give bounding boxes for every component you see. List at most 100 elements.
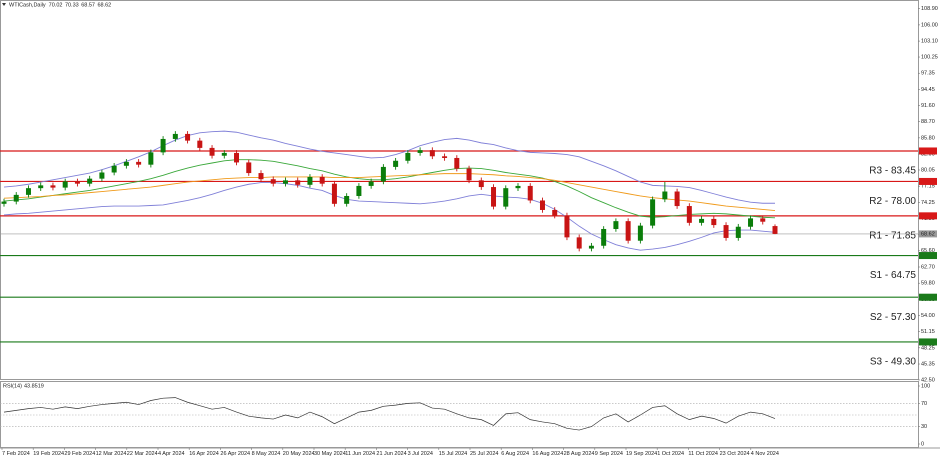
x-tick-label: 8 May 2024: [252, 451, 281, 457]
x-tick-label: 3 Jul 2024: [408, 451, 433, 457]
last-price-label: 68.62: [921, 231, 935, 237]
candle-body: [172, 133, 178, 139]
candle-body: [699, 218, 705, 223]
candle-body: [246, 162, 252, 174]
candle-body: [221, 152, 227, 156]
y-tick-label: 82.90: [921, 152, 935, 158]
candle-body: [760, 218, 766, 222]
candle-body: [344, 195, 350, 204]
level-badge: [919, 252, 937, 260]
rsi-value: 43.8519: [24, 383, 44, 389]
candle-body: [429, 150, 435, 157]
candle-body: [307, 176, 313, 185]
candle-body: [160, 138, 166, 153]
x-tick-label: 25 Jul 2024: [470, 451, 498, 457]
candle-body: [503, 188, 509, 207]
x-tick-label: 16 Apr 2024: [189, 451, 219, 457]
x-tick-label: 28 Aug 2024: [564, 451, 595, 457]
y-tick-label: 51.15: [921, 329, 935, 335]
y-tick-label: 42.50: [921, 377, 935, 383]
candle-body: [735, 226, 741, 238]
level-badge: [919, 212, 937, 220]
overlay-line: [3, 182, 776, 251]
header-value: 68.62: [97, 2, 111, 8]
candle-body: [539, 200, 545, 210]
candle-body: [588, 245, 594, 249]
candle-body: [295, 180, 301, 185]
x-tick-label: 4 Apr 2024: [158, 451, 185, 457]
level-label: R2 - 78.00: [869, 196, 916, 207]
x-tick-label: 11 Oct 2024: [688, 451, 718, 457]
x-tick-label: 16 Aug 2024: [532, 451, 563, 457]
candle-body: [38, 185, 44, 189]
rsi-line: [3, 397, 776, 431]
y-tick-label: 74.25: [921, 200, 935, 206]
candle-body: [87, 178, 93, 184]
candle-body: [417, 150, 423, 153]
rsi-y-tick-label: 70: [921, 401, 927, 407]
y-tick-label: 97.35: [921, 71, 935, 77]
x-tick-label: 15 Jul 2024: [439, 451, 467, 457]
candle-body: [454, 157, 460, 169]
x-tick-label: 29 Feb 2024: [64, 451, 95, 457]
y-tick-label: 77.15: [921, 184, 935, 190]
candle-body: [613, 221, 619, 229]
candle-body: [686, 206, 692, 223]
candle-body: [552, 209, 558, 216]
x-tick-label: 22 Mar 2024: [127, 451, 158, 457]
candle-body: [136, 161, 142, 165]
candle-body: [442, 156, 448, 158]
level-label: S2 - 57.30: [870, 312, 917, 323]
candle-body: [478, 180, 484, 188]
candle-body: [197, 140, 203, 148]
candle-body: [564, 215, 570, 238]
candle-body: [380, 166, 386, 182]
candle-body: [319, 176, 325, 184]
x-tick-label: 20 May 2024: [283, 451, 315, 457]
main-frame: [0, 0, 919, 380]
last-price-badge: [919, 230, 937, 238]
rsi-y-tick-label: 30: [921, 424, 927, 430]
level-badge: [919, 147, 937, 155]
candle-body: [393, 160, 399, 167]
candle-body: [466, 168, 472, 181]
candle-body: [13, 194, 19, 202]
candle-body: [50, 185, 56, 188]
level-badge: [919, 293, 937, 301]
candle-body: [123, 161, 129, 166]
y-tick-label: 100.25: [921, 54, 938, 60]
candle-body: [99, 172, 105, 179]
x-tick-label: 30 May 2024: [314, 451, 346, 457]
candle-body: [148, 152, 154, 165]
level-label: S1 - 64.75: [870, 270, 917, 281]
candle-body: [185, 133, 191, 141]
x-tick-label: 23 Oct 2024: [720, 451, 750, 457]
candle-body: [62, 181, 68, 188]
level-label: R1 - 71.85: [869, 230, 916, 241]
x-tick-label: 12 Mar 2024: [96, 451, 127, 457]
rsi-y-tick-label: 100: [921, 383, 930, 389]
candle-body: [650, 199, 656, 226]
candle-body: [772, 226, 778, 234]
x-tick-label: 19 Sep 2024: [626, 451, 657, 457]
x-tick-label: 9 Sep 2024: [595, 451, 623, 457]
y-tick-label: 106.00: [921, 22, 938, 28]
candle-body: [405, 152, 411, 161]
candle-body: [74, 181, 80, 184]
x-tick-label: 11 Jun 2024: [345, 451, 375, 457]
candle-body: [25, 188, 31, 195]
x-tick-label: 1 Oct 2024: [657, 451, 684, 457]
candle-body: [331, 183, 337, 204]
x-tick-label: 6 Aug 2024: [501, 451, 529, 457]
y-tick-label: 94.45: [921, 87, 935, 93]
x-tick-label: 19 Feb 2024: [33, 451, 64, 457]
overlay-line: [3, 159, 776, 219]
y-tick-label: 88.70: [921, 119, 935, 125]
candle-body: [270, 179, 276, 184]
candle-body: [674, 191, 680, 207]
candle-body: [282, 180, 288, 184]
candle-body: [491, 187, 497, 207]
candle-body: [258, 173, 264, 180]
header-value: 68.57: [81, 2, 95, 8]
